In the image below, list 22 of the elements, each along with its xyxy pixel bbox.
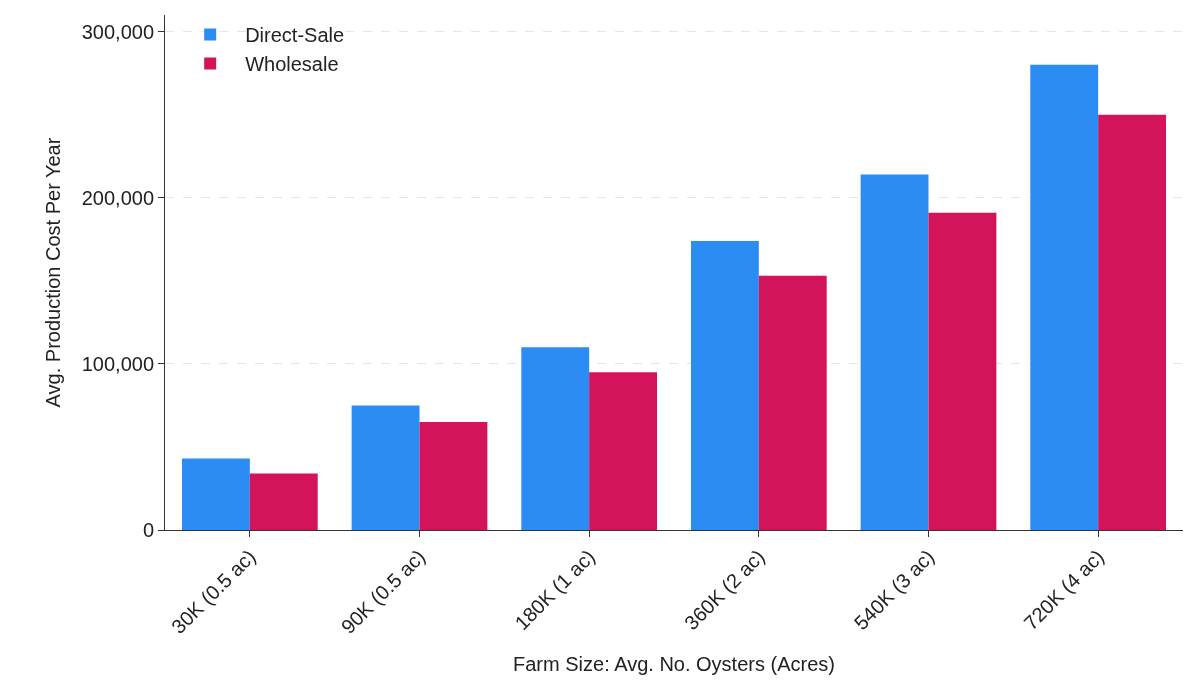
bar <box>928 212 997 530</box>
bar <box>860 174 929 530</box>
bar <box>521 347 590 530</box>
y-axis-title: Avg. Production Cost Per Year <box>42 137 65 408</box>
legend-label: Direct-Sale <box>245 24 345 47</box>
bar <box>1030 64 1099 530</box>
y-tick-label: 0 <box>142 519 154 541</box>
legend-label: Wholesale <box>245 53 339 76</box>
bar <box>181 458 250 530</box>
bar <box>758 275 827 530</box>
y-tick-label: 200,000 <box>81 186 154 209</box>
x-tick-label: 90K (0.5 ac) <box>336 545 430 638</box>
bar <box>419 422 488 530</box>
bar <box>351 405 420 530</box>
bar <box>589 372 658 530</box>
bar <box>249 473 318 530</box>
bar <box>690 240 759 530</box>
y-tick-label: 300,000 <box>81 20 154 43</box>
y-tick-label: 100,000 <box>81 352 154 375</box>
bar <box>1098 114 1167 530</box>
x-axis-title: Farm Size: Avg. No. Oysters (Acres) <box>513 653 835 676</box>
x-tick-label: 30K (0.5 ac) <box>167 545 260 638</box>
